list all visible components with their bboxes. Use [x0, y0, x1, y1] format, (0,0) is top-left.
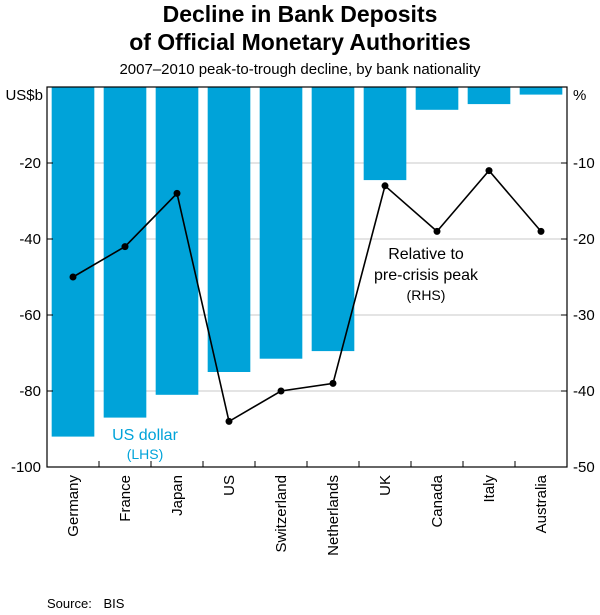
line-point-germany: [69, 273, 77, 281]
source-note: Source: BIS: [47, 596, 124, 611]
line-point-australia: [537, 227, 545, 235]
left-tick-label: -100: [11, 459, 41, 476]
bar-germany: [51, 87, 95, 437]
right-tick-label: -20: [573, 231, 595, 248]
category-label: US: [221, 475, 238, 496]
right-tick-label: -50: [573, 459, 595, 476]
left-tick-label: -80: [19, 383, 41, 400]
line-series-label-2: pre-crisis peak: [374, 267, 479, 284]
bar-italy: [467, 87, 511, 105]
line-point-france: [121, 243, 129, 251]
left-tick-label: -40: [19, 231, 41, 248]
line-series: [72, 169, 542, 423]
category-label: Japan: [169, 475, 186, 516]
line-point-us: [225, 417, 233, 425]
line-series-label: Relative to: [388, 246, 464, 263]
category-label: Germany: [65, 475, 82, 537]
bar-us: [207, 87, 251, 372]
bar-switzerland: [259, 87, 303, 359]
bar-uk: [363, 87, 407, 181]
line-point-italy: [485, 167, 493, 175]
category-label: France: [117, 475, 134, 522]
line-point-netherlands: [329, 379, 337, 387]
left-axis-label: US$b: [5, 87, 43, 104]
category-label: Canada: [429, 474, 446, 527]
category-label: Italy: [481, 475, 498, 503]
chart-subtitle: 2007–2010 peak-to-trough decline, by ban…: [119, 61, 481, 78]
category-label: Switzerland: [273, 475, 290, 553]
category-label: Netherlands: [325, 475, 342, 556]
bar-japan: [155, 87, 199, 395]
bar-series-label: US dollar: [112, 427, 178, 444]
category-label: UK: [377, 475, 394, 496]
line-point-canada: [433, 227, 441, 235]
source-label: Source:: [47, 596, 92, 611]
bar-france: [103, 87, 147, 418]
left-tick-label: -20: [19, 155, 41, 172]
category-label: Australia: [533, 474, 550, 533]
left-tick-label: -60: [19, 307, 41, 324]
right-axis-label: %: [573, 87, 586, 104]
line-point-switzerland: [277, 387, 285, 395]
line-series-axis-label: (RHS): [407, 287, 446, 303]
line-point-japan: [173, 189, 181, 197]
bar-canada: [415, 87, 459, 110]
right-tick-label: -10: [573, 155, 595, 172]
bar-australia: [519, 87, 563, 95]
chart-title-line1: Decline in Bank Deposits: [162, 1, 438, 27]
chart-title-line2: of Official Monetary Authorities: [129, 29, 471, 55]
right-tick-label: -40: [573, 383, 595, 400]
bar-series-axis-label: (LHS): [127, 446, 164, 462]
source-value: BIS: [103, 596, 125, 611]
line-point-uk: [381, 182, 389, 190]
bar-netherlands: [311, 87, 355, 352]
right-tick-label: -30: [573, 307, 595, 324]
